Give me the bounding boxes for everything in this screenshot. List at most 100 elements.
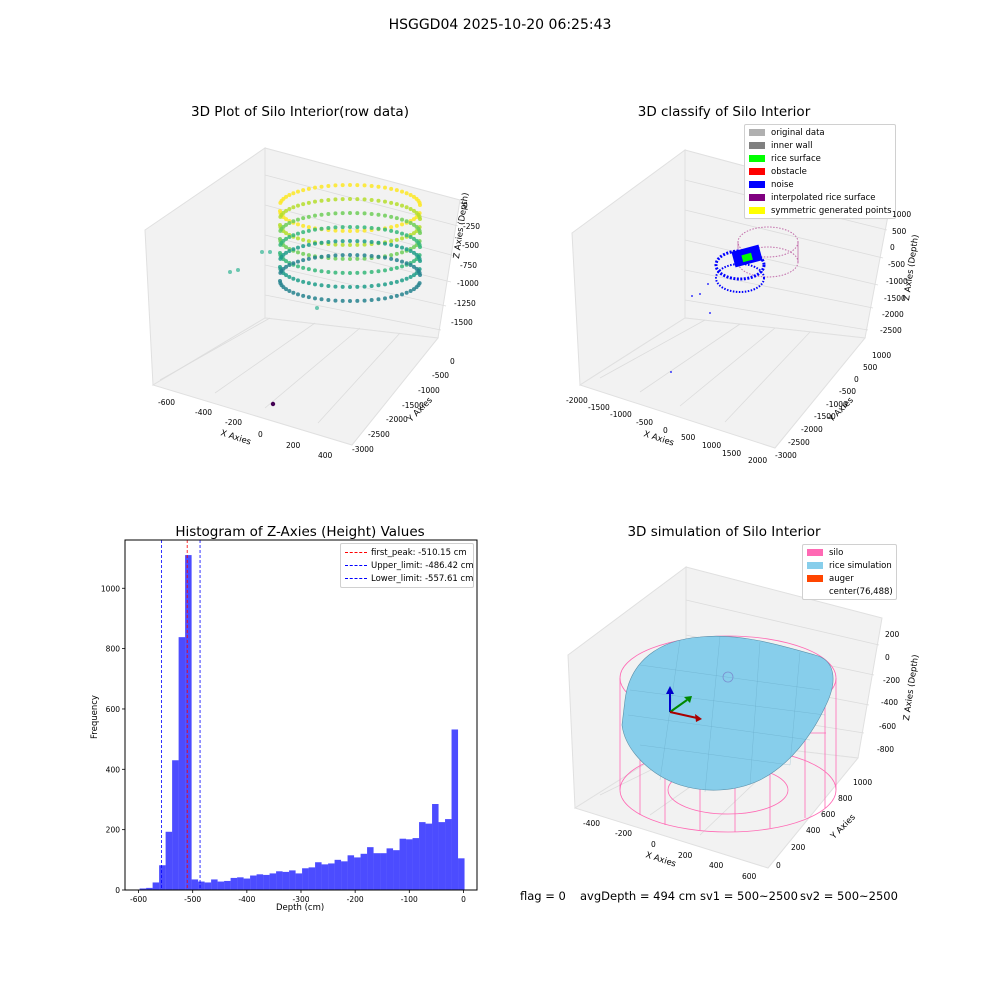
scatter-point (326, 298, 331, 303)
histogram-bar (295, 873, 303, 890)
legend-label: auger (829, 573, 854, 584)
scatter-point (301, 265, 306, 270)
scatter-point (404, 247, 409, 252)
scatter-point (301, 258, 306, 263)
scatter-point (333, 239, 338, 244)
scatter-point (301, 237, 306, 242)
scatter-point (319, 212, 324, 217)
scatter-point (348, 285, 352, 289)
scatter-point (287, 289, 292, 293)
histogram-bar (211, 879, 218, 890)
scatter-point (291, 205, 296, 210)
histogram-bar (256, 874, 264, 890)
legend-swatch (807, 562, 823, 569)
scatter-point (376, 254, 381, 259)
panel1-xtick: -400 (195, 408, 213, 417)
legend-swatch (749, 129, 765, 136)
histogram-bar (152, 882, 160, 890)
scatter-point (348, 271, 352, 275)
scatter-point (333, 298, 338, 303)
legend-line (345, 565, 367, 566)
histogram-ticks: -600 -500 -400 -300 -200 -100 0 0 200 400 600 800 10… (101, 584, 466, 904)
panel1-ytick: -1500 (402, 401, 424, 410)
histogram-bar (360, 853, 368, 890)
histogram-bar (178, 637, 186, 890)
scatter-point (295, 203, 300, 208)
scatter-point (355, 228, 360, 233)
scatter-point (362, 225, 367, 230)
panel4-ytick: 800 (838, 794, 853, 803)
scatter-point (376, 184, 381, 189)
scatter-point (400, 250, 405, 255)
histogram-bar (373, 853, 381, 890)
scatter-point (333, 253, 338, 258)
histogram-vlines (161, 540, 201, 890)
scatter-point (333, 183, 338, 188)
legend-line (345, 552, 367, 553)
scatter-point (411, 259, 416, 264)
scatter-point (260, 250, 264, 254)
scatter-point (417, 256, 422, 261)
panel1-ztick: -1000 (457, 279, 479, 288)
scatter-point (376, 198, 381, 203)
scatter-point (400, 259, 405, 264)
scatter-point (394, 237, 399, 242)
histogram-bar (380, 853, 387, 890)
scatter-point (326, 253, 331, 258)
scatter-point (383, 268, 387, 273)
legend-label: rice simulation (829, 560, 892, 571)
histogram-bar (204, 882, 212, 890)
scatter-point (362, 242, 367, 247)
histogram-bar (399, 838, 407, 890)
scatter-point (369, 239, 374, 244)
scatter-point (411, 231, 416, 236)
scatter-point (348, 211, 352, 215)
scatter-point (268, 250, 272, 254)
scatter-point (389, 295, 394, 300)
histogram-bar (172, 760, 179, 890)
status-flag: flag = 0 (520, 889, 566, 903)
histogram-xtick-label: -200 (347, 895, 364, 904)
histogram-bar (315, 862, 322, 890)
histogram-bar (432, 804, 439, 890)
scatter-point (295, 217, 300, 222)
scatter-point (408, 207, 413, 211)
panel2-ztick: -1000 (886, 277, 908, 286)
histogram-bar (445, 819, 452, 890)
scatter-point (383, 296, 387, 301)
scatter-point (417, 214, 422, 219)
panel2-ytick: -2000 (801, 425, 823, 434)
center-marker-icon (722, 671, 734, 683)
panel2-ytick: -1500 (814, 412, 836, 421)
scatter-point (295, 231, 300, 236)
panel4-xtick: -400 (583, 819, 601, 828)
scatter-point (326, 183, 331, 188)
histogram-bar (393, 850, 400, 890)
panel1-ztick: -750 (460, 261, 478, 270)
histogram-bar (237, 877, 244, 890)
legend-entry: auger (803, 572, 896, 585)
panel2-ytick: -1000 (826, 400, 848, 409)
scatter-point (404, 233, 409, 238)
scatter-point (287, 275, 292, 279)
scatter-point (270, 401, 276, 407)
scatter-point (394, 279, 399, 284)
panel2-ztick: 1000 (892, 210, 912, 219)
scatter-point (400, 217, 405, 222)
histogram-bar (354, 857, 361, 890)
legend-label: rice surface (771, 153, 821, 164)
scatter-point (348, 257, 352, 261)
panel4-xtick: 600 (742, 872, 757, 881)
scatter-point (355, 284, 360, 289)
scatter-point (295, 292, 300, 297)
histogram-bar (425, 823, 433, 890)
scatter-point (348, 239, 352, 243)
legend-entry: interpolated rice surface (745, 191, 895, 204)
scatter-point (383, 241, 387, 246)
scatter-point (284, 194, 289, 199)
panel4-legend: silo rice simulation auger center(76,488… (802, 544, 897, 600)
scatter-point (333, 225, 338, 230)
panel4-ytick: 600 (821, 810, 836, 819)
histogram-bar (302, 868, 309, 890)
